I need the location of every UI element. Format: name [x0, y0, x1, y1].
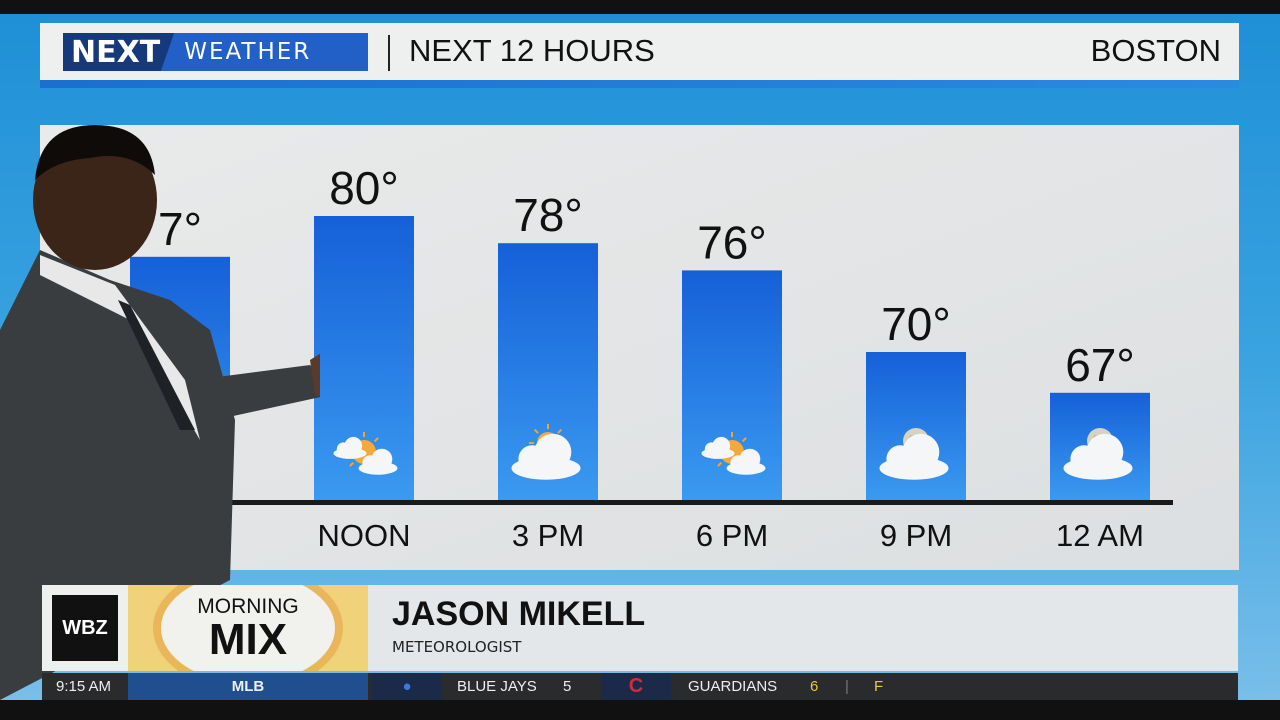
guardians-logo-icon: C — [601, 673, 671, 700]
partly-sunny-icon — [333, 432, 398, 475]
temperature-label: 78° — [513, 189, 583, 241]
city-label: BOSTON — [1090, 33, 1221, 68]
bottom-letterbox — [0, 700, 1280, 720]
ticker-score1: 5 — [563, 678, 572, 695]
cloudy-moon-icon — [1063, 428, 1133, 480]
temperature-label: 80° — [329, 162, 399, 214]
logo-next: NEXT — [63, 33, 175, 71]
presenter-name: JASON MIKELL — [392, 595, 646, 633]
cloudy-moon-icon — [879, 428, 949, 480]
logo-weather: WEATHER — [184, 39, 312, 65]
temperature-label: 7° — [158, 203, 202, 255]
lower-third: WBZ MORNING MIX JASON MIKELL METEOROLOGI… — [42, 585, 1238, 671]
show-name-line2: MIX — [208, 615, 288, 664]
sports-ticker: 9:15 AM MLB ● BLUE JAYS 5 C GUARDIANS 6 … — [42, 673, 1238, 700]
temperature-label: 70° — [881, 298, 951, 350]
chart-panel — [40, 125, 1239, 570]
temperature-label: 76° — [697, 216, 767, 268]
partly-sunny-icon — [701, 432, 766, 475]
next-weather-logo: NEXT WEATHER — [63, 33, 368, 71]
mostly-cloudy-sun-icon — [511, 424, 581, 480]
time-label: 12 AM — [1056, 518, 1144, 553]
time-label: NOON — [318, 518, 411, 553]
time-label: 3 PM — [512, 518, 584, 553]
temperature-label: 67° — [1065, 339, 1135, 391]
blue-jays-logo-icon: ● — [372, 673, 442, 700]
ticker-league: MLB — [128, 673, 368, 700]
station-logo: WBZ — [42, 585, 128, 671]
show-logo: MORNING MIX — [128, 585, 368, 671]
ticker-status: F — [874, 678, 884, 695]
header-bar: NEXT WEATHER NEXT 12 HOURS BOSTON — [40, 23, 1239, 80]
presenter-role: METEOROLOGIST — [392, 638, 522, 656]
page-title: NEXT 12 HOURS — [409, 33, 655, 68]
time-label: 6 PM — [696, 518, 768, 553]
header-stripe — [40, 80, 1239, 88]
ticker-team2: GUARDIANS — [688, 678, 778, 695]
ticker-divider: | — [845, 678, 849, 695]
ticker-score2: 6 — [810, 678, 819, 695]
x-axis-line — [120, 500, 1173, 505]
top-letterbox — [0, 0, 1280, 14]
header-divider — [388, 35, 390, 71]
show-name-line1: MORNING — [197, 595, 299, 618]
ticker-time: 9:15 AM — [56, 678, 112, 695]
ticker-team1: BLUE JAYS — [457, 678, 537, 695]
time-label: 9 PM — [880, 518, 952, 553]
